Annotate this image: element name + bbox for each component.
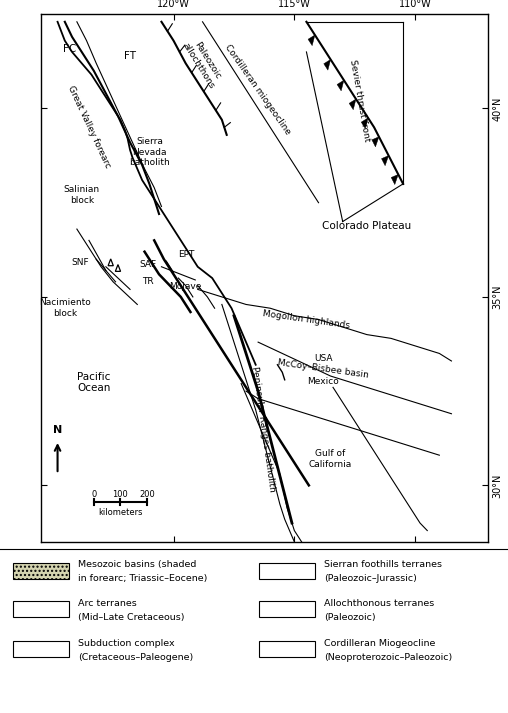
Text: Arc terranes: Arc terranes	[78, 599, 137, 607]
Polygon shape	[308, 35, 315, 46]
Text: Sevier thrust front: Sevier thrust front	[348, 59, 371, 143]
Text: Gulf of
California: Gulf of California	[309, 449, 352, 468]
Text: 200: 200	[139, 490, 155, 498]
Polygon shape	[349, 99, 356, 110]
Text: (Paleozoic–Jurassic): (Paleozoic–Jurassic)	[324, 575, 417, 583]
Text: Nacimiento
block: Nacimiento block	[39, 298, 91, 318]
Text: Mexico: Mexico	[307, 376, 339, 386]
Text: 0: 0	[91, 490, 97, 498]
Polygon shape	[324, 59, 331, 70]
Bar	[259, 642, 315, 657]
Text: FC: FC	[63, 44, 76, 54]
Polygon shape	[391, 175, 398, 185]
Bar	[259, 563, 315, 578]
Text: Pacific
Ocean: Pacific Ocean	[77, 371, 110, 393]
Text: TR: TR	[142, 277, 154, 286]
Text: Salinian
block: Salinian block	[64, 185, 100, 205]
Text: (Neoproterozoic–Paleozoic): (Neoproterozoic–Paleozoic)	[324, 653, 452, 662]
Bar	[13, 642, 69, 657]
Text: (Cretaceous–Paleogene): (Cretaceous–Paleogene)	[78, 653, 193, 662]
Text: Cordilleran miogeocline: Cordilleran miogeocline	[224, 43, 293, 136]
Text: Mojave: Mojave	[169, 282, 201, 292]
Text: Mogollon highlands: Mogollon highlands	[262, 309, 351, 330]
Polygon shape	[337, 81, 344, 91]
Text: Cordilleran Miogeocline: Cordilleran Miogeocline	[324, 639, 435, 648]
Polygon shape	[382, 155, 389, 165]
Text: Colorado Plateau: Colorado Plateau	[322, 221, 411, 231]
Text: Mesozoic basins (shaded: Mesozoic basins (shaded	[78, 560, 196, 569]
Text: (Paleozoic): (Paleozoic)	[324, 613, 376, 622]
Text: (Mid–Late Cretaceous): (Mid–Late Cretaceous)	[78, 613, 184, 622]
Bar	[13, 563, 69, 578]
Text: Sierran foothills terranes: Sierran foothills terranes	[324, 560, 442, 569]
Text: kilometers: kilometers	[98, 508, 143, 518]
Text: Sierra
Nevada
batholith: Sierra Nevada batholith	[129, 137, 170, 167]
Text: FT: FT	[124, 51, 136, 61]
Text: SAF: SAF	[140, 260, 157, 269]
Text: Paleozoic
allochthons: Paleozoic allochthons	[180, 36, 225, 91]
Text: Great Valley forearc: Great Valley forearc	[66, 85, 112, 170]
Text: Allochthonous terranes: Allochthonous terranes	[324, 599, 434, 607]
Text: EPT: EPT	[178, 250, 195, 260]
Text: N: N	[53, 424, 62, 435]
Text: Subduction complex: Subduction complex	[78, 639, 174, 648]
Polygon shape	[372, 137, 379, 147]
Text: in forearc; Triassic–Eocene): in forearc; Triassic–Eocene)	[78, 575, 207, 583]
Text: USA: USA	[314, 354, 333, 363]
Text: Peninsular Ranges batholith: Peninsular Ranges batholith	[249, 366, 276, 492]
Text: SNF: SNF	[71, 258, 89, 267]
Bar	[259, 601, 315, 617]
Text: 100: 100	[112, 490, 128, 498]
Polygon shape	[361, 118, 368, 128]
Text: McCoy–Bisbee basin: McCoy–Bisbee basin	[277, 358, 369, 379]
Bar	[13, 601, 69, 617]
